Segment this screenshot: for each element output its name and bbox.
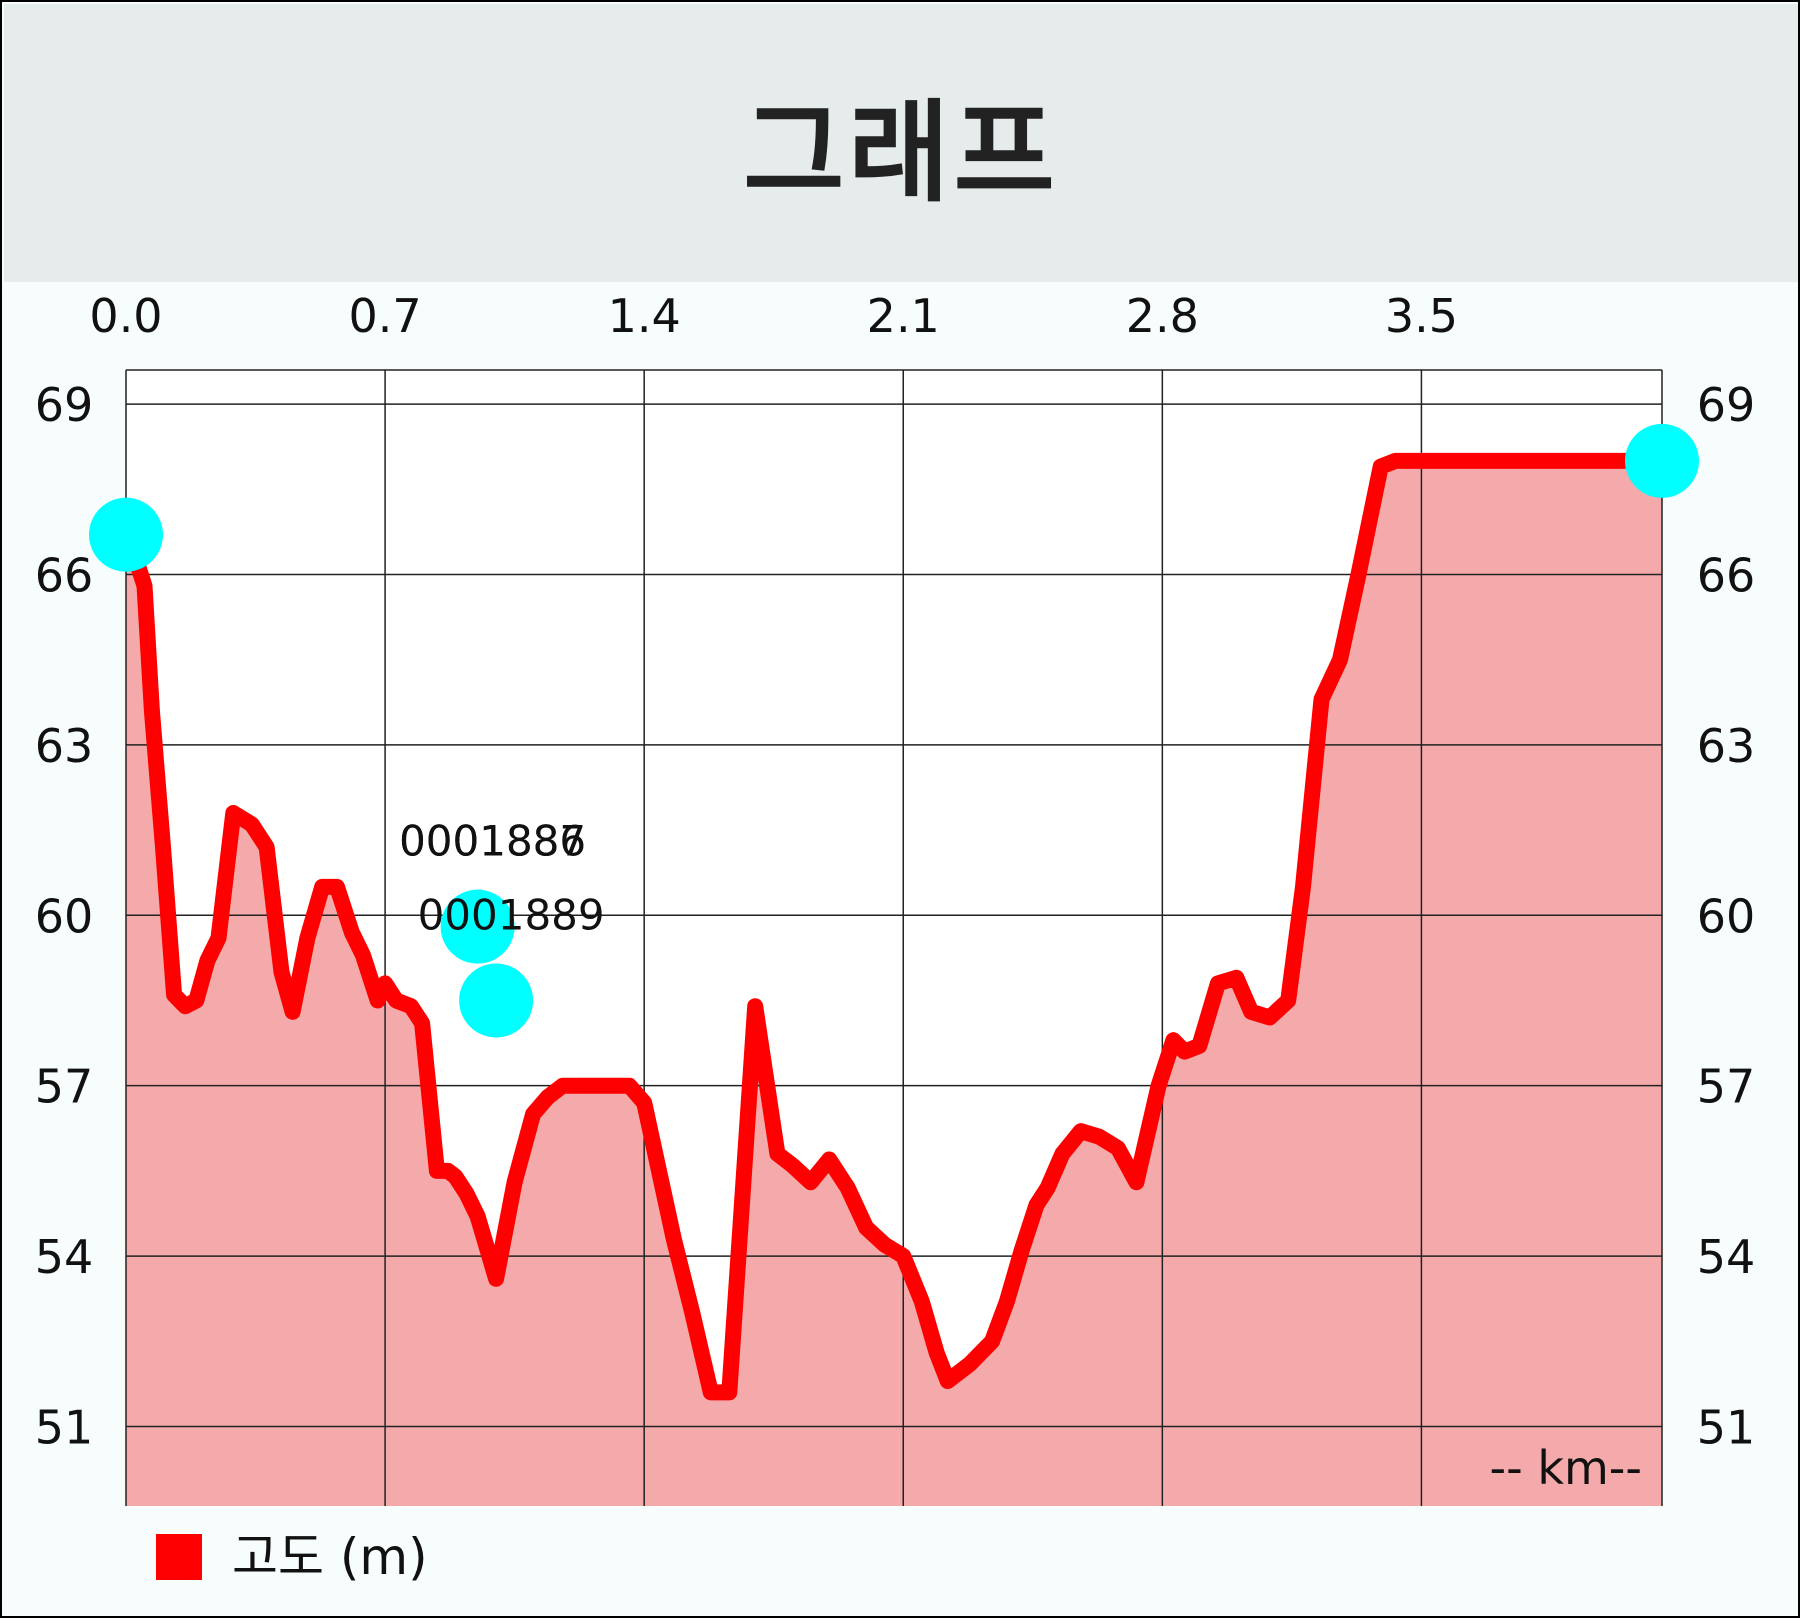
point-label: 0001887 xyxy=(399,816,586,865)
point-label: 0001886 xyxy=(399,816,586,865)
y-tick-label-left: 51 xyxy=(35,1400,94,1454)
y-tick-label-right: 69 xyxy=(1697,378,1756,432)
x-tick-label: 2.8 xyxy=(1126,289,1199,343)
position-marker xyxy=(1625,423,1699,498)
y-tick-label-left: 63 xyxy=(35,719,94,773)
y-tick-label-left: 66 xyxy=(35,548,94,602)
position-marker xyxy=(89,497,163,572)
x-tick-label: 0.0 xyxy=(89,289,162,343)
x-tick-label: 2.1 xyxy=(867,289,940,343)
legend-label: 고도 (m) xyxy=(232,1528,428,1586)
line-layer xyxy=(118,452,1670,1401)
x-unit-label: -- km-- xyxy=(1490,1441,1642,1495)
legend: 고도 (m) xyxy=(156,1528,428,1586)
chart-title: 그래프 xyxy=(743,89,1059,217)
legend-swatch xyxy=(156,1534,202,1580)
y-tick-label-left: 54 xyxy=(35,1230,94,1284)
y-tick-label-right: 66 xyxy=(1697,548,1756,602)
grid-layer xyxy=(125,369,1663,1506)
y-tick-label-right: 60 xyxy=(1697,889,1756,943)
axis-layer: 0.0 0.7 1.4 2.1 2.8 3.5 69 69 66 66 63 63 60 60 57 57 54… xyxy=(35,289,1756,1495)
y-tick-label-left: 69 xyxy=(35,378,94,432)
elevation-line xyxy=(118,452,1670,1401)
marker-layer xyxy=(89,423,1699,1038)
position-marker xyxy=(440,889,515,964)
position-marker xyxy=(459,963,534,1038)
y-tick-label-right: 51 xyxy=(1697,1400,1756,1454)
y-tick-label-left: 57 xyxy=(35,1060,94,1114)
point-label: 0001889 xyxy=(418,890,605,939)
y-tick-label-right: 63 xyxy=(1697,719,1756,773)
y-tick-label-right: 54 xyxy=(1697,1230,1756,1284)
x-tick-label: 3.5 xyxy=(1385,289,1458,343)
x-tick-label: 1.4 xyxy=(608,289,681,343)
y-tick-label-right: 57 xyxy=(1697,1060,1756,1114)
x-tick-label: 0.7 xyxy=(349,289,422,343)
y-tick-label-left: 60 xyxy=(35,889,94,943)
title-bar: 그래프 xyxy=(4,4,1798,282)
